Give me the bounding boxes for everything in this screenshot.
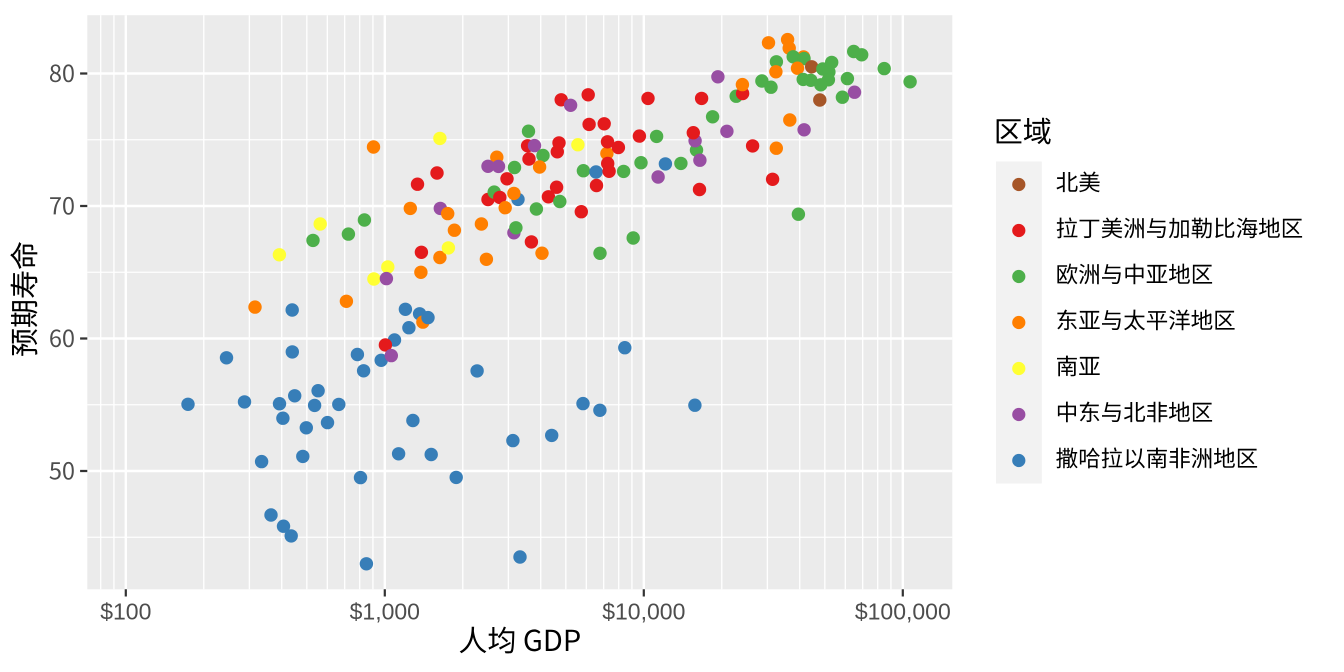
svg-text:$100,000: $100,000	[855, 599, 951, 625]
svg-text:$100: $100	[100, 599, 151, 625]
svg-text:$1,000: $1,000	[350, 599, 420, 625]
svg-text:$10,000: $10,000	[602, 599, 685, 625]
